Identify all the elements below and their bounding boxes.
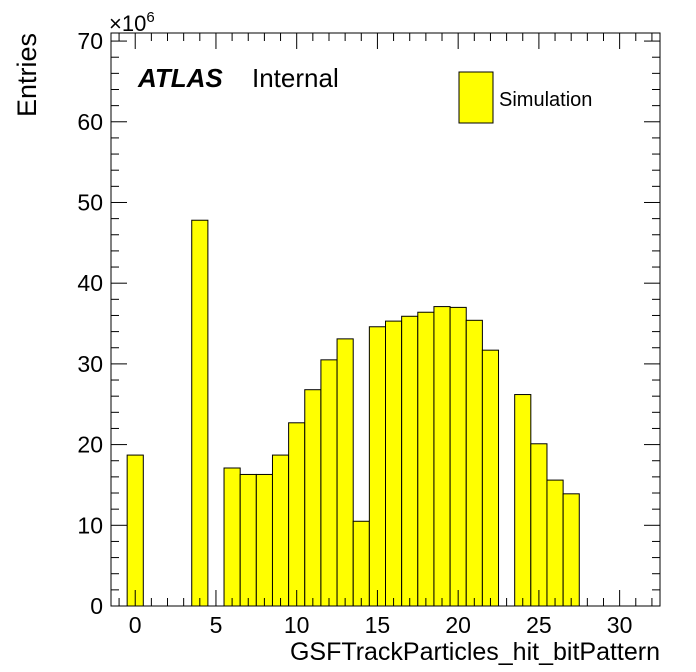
y-tick-label: 70 <box>77 28 103 54</box>
x-tick-label: 25 <box>526 612 552 638</box>
x-axis-label: GSFTrackParticles_hit_bitPattern <box>290 638 660 666</box>
histogram-bar <box>481 349 500 607</box>
plot-frame <box>110 32 661 607</box>
histogram-bar <box>126 454 144 607</box>
histogram-bar <box>368 326 387 607</box>
histogram-bar <box>288 422 306 607</box>
histogram-bar <box>465 319 483 607</box>
y-tick-label: 40 <box>77 270 103 296</box>
y-tick-label: 0 <box>90 593 103 619</box>
y-tick-labels: 0 10 20 30 40 50 60 70 <box>77 28 103 619</box>
histogram-bar <box>401 315 419 607</box>
histogram-bar <box>255 473 273 607</box>
y-tick-label: 50 <box>77 190 103 216</box>
atlas-label: ATLAS <box>137 63 223 93</box>
histogram-bar <box>417 311 435 607</box>
histogram-bar <box>352 520 370 607</box>
y-multiplier-base: ×10 <box>109 11 146 36</box>
x-tick-label: 0 <box>129 612 142 638</box>
y-tick-label: 60 <box>77 109 103 135</box>
x-tick-label: 30 <box>607 612 633 638</box>
legend-swatch <box>458 71 494 124</box>
histogram-bar <box>320 359 338 607</box>
x-tick-label: 5 <box>210 612 223 638</box>
y-tick-label: 20 <box>77 432 103 458</box>
internal-label: Internal <box>252 63 339 93</box>
histogram-bar <box>385 320 403 607</box>
histogram-bar <box>223 467 241 607</box>
histogram-bar <box>433 306 451 607</box>
x-tick-labels: 0 5 10 15 20 25 30 <box>129 612 633 638</box>
x-tick-label: 10 <box>284 612 310 638</box>
y-tick-label: 10 <box>77 512 103 538</box>
histogram-bar <box>514 394 532 607</box>
histogram-bar <box>239 473 257 607</box>
y-axis-label: Entries <box>12 33 42 117</box>
histogram-bar <box>530 443 548 607</box>
histogram-bar <box>304 389 322 607</box>
x-tick-label: 20 <box>445 612 471 638</box>
histogram-bar <box>336 338 354 607</box>
axis-ticks <box>111 33 660 607</box>
y-multiplier-exponent: 6 <box>146 9 154 26</box>
x-tick-label: 15 <box>365 612 391 638</box>
y-multiplier-label: ×106 <box>109 9 155 36</box>
histogram-bar <box>271 454 290 607</box>
legend-entry-simulation: Simulation <box>499 89 592 111</box>
y-tick-label: 30 <box>77 351 103 377</box>
histogram-bar <box>546 479 564 607</box>
histogram-bar <box>191 219 209 607</box>
histogram-bar <box>449 306 467 607</box>
histogram-bar <box>562 493 580 607</box>
histogram-bars <box>126 219 580 607</box>
